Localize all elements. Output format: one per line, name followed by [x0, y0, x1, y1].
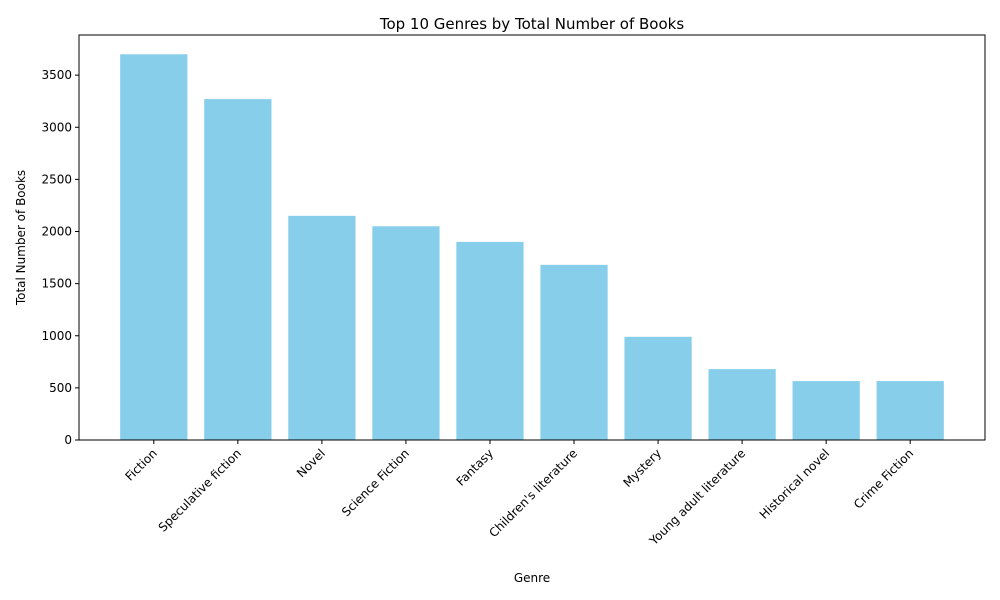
y-tick-label: 2000 — [41, 225, 72, 239]
bar-speculative-fiction — [204, 99, 272, 441]
x-tick-label: Mystery — [620, 446, 664, 490]
x-tick-label: Young adult literature — [646, 446, 748, 548]
y-tick-label: 2500 — [41, 172, 72, 186]
y-tick-label: 3500 — [41, 68, 72, 82]
bars-layer — [120, 54, 944, 441]
x-tick-label: Fiction — [122, 446, 159, 483]
y-tick-label: 3000 — [41, 120, 72, 134]
x-tick-label: Novel — [294, 446, 328, 480]
y-tick-label: 500 — [49, 381, 72, 395]
x-tick-label: Speculative fiction — [156, 446, 244, 534]
bar-science-fiction — [372, 226, 440, 440]
y-tick-label: 1500 — [41, 277, 72, 291]
x-tick-label: Science Fiction — [339, 446, 412, 519]
bar-fiction — [120, 54, 188, 440]
bar-mystery — [624, 336, 692, 440]
bar-children-s-literature — [540, 264, 608, 440]
y-tick-label: 1000 — [41, 329, 72, 343]
y-tick-label: 0 — [64, 433, 72, 447]
bar-historical-novel — [792, 381, 860, 440]
bar-fantasy — [456, 241, 524, 440]
x-tick-label: Historical novel — [757, 446, 833, 522]
x-tick-label: Crime Fiction — [851, 446, 916, 511]
y-axis: 0 500 1000 1500 2000 2500 3000 3500 — [41, 68, 79, 447]
x-tick-label: Children's literature — [486, 446, 580, 540]
x-axis-label: Genre — [514, 571, 550, 585]
bar-novel — [288, 215, 356, 440]
bar-young-adult-literature — [708, 369, 776, 440]
chart-title: Top 10 Genres by Total Number of Books — [379, 15, 684, 33]
y-axis-label: Total Number of Books — [14, 170, 28, 306]
x-tick-label: Fantasy — [454, 446, 497, 489]
plot-frame — [78, 34, 986, 441]
bar-crime-fiction — [876, 381, 944, 440]
